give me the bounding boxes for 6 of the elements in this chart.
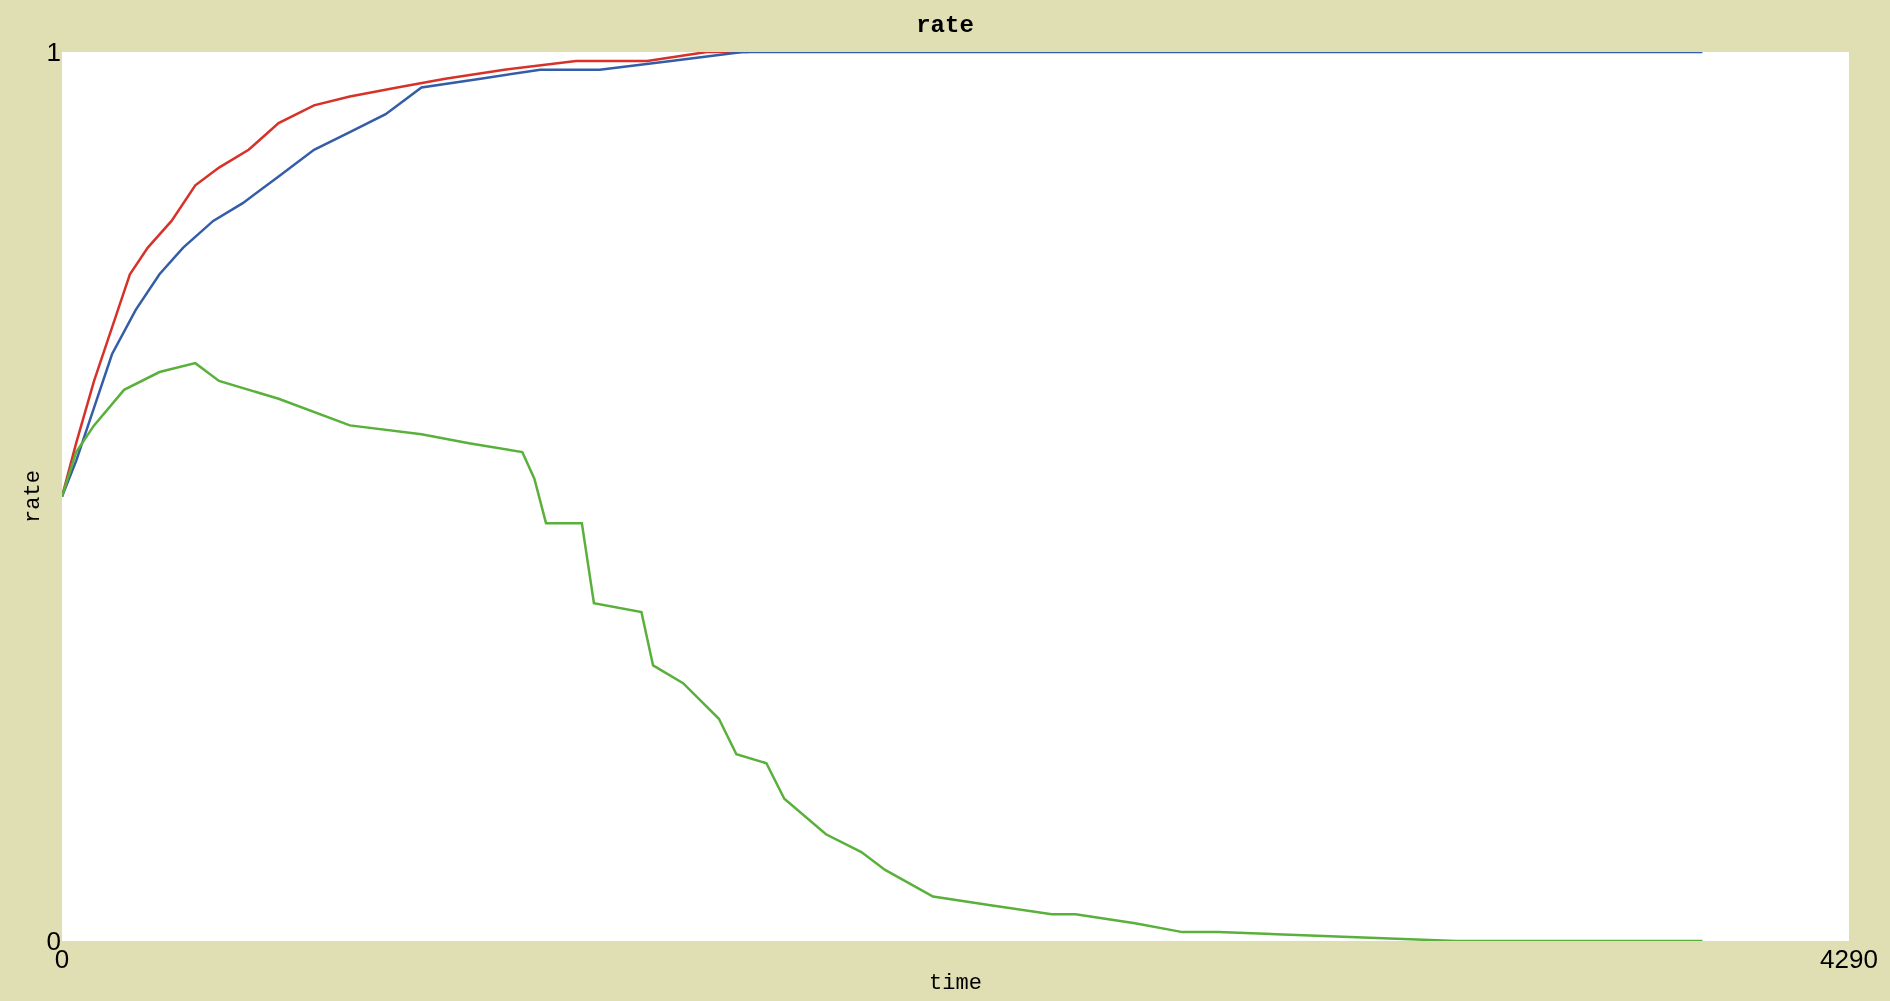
line-series — [62, 361, 1704, 941]
y-tick-label: 1 — [46, 37, 61, 68]
chart-title: rate — [916, 11, 974, 39]
x-axis-title: time — [929, 970, 982, 996]
y-axis-title: rate — [21, 470, 47, 523]
x-tick-label: 4290 — [1820, 944, 1878, 974]
